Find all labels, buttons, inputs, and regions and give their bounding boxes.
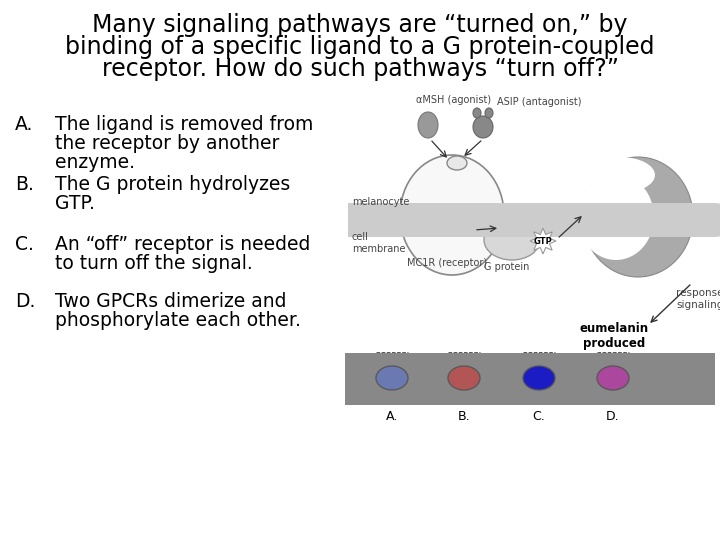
Text: phosphorylate each other.: phosphorylate each other. [55, 311, 301, 330]
Text: ASIP (antagonist): ASIP (antagonist) [497, 97, 582, 107]
Ellipse shape [418, 112, 438, 138]
Text: The G protein hydrolyzes: The G protein hydrolyzes [55, 175, 290, 194]
Ellipse shape [523, 366, 555, 390]
Text: to turn off the signal.: to turn off the signal. [55, 254, 253, 273]
Polygon shape [530, 228, 556, 254]
Text: C.: C. [533, 410, 545, 423]
Ellipse shape [585, 157, 655, 193]
Text: binding of a specific ligand to a G protein-coupled: binding of a specific ligand to a G prot… [66, 35, 654, 59]
Text: G protein: G protein [485, 262, 530, 272]
Text: D.: D. [15, 292, 35, 311]
Text: melanocyte: melanocyte [352, 197, 410, 207]
Ellipse shape [473, 108, 481, 118]
Ellipse shape [376, 366, 408, 390]
Bar [348, 203, 715, 237]
Text: αMSH (agonist): αMSH (agonist) [416, 95, 491, 105]
Text: enzyme.: enzyme. [55, 153, 135, 172]
Text: B.: B. [458, 410, 470, 423]
Bar [345, 353, 715, 405]
Ellipse shape [473, 116, 493, 138]
Ellipse shape [448, 366, 480, 390]
Text: A.: A. [15, 115, 33, 134]
Ellipse shape [583, 157, 693, 277]
Text: receptor. How do such pathways “turn off?”: receptor. How do such pathways “turn off… [102, 57, 618, 81]
Text: eumelanin
produced: eumelanin produced [580, 322, 649, 350]
Text: B.: B. [15, 175, 34, 194]
Text: response
signaling: response signaling [676, 288, 720, 309]
Text: The ligand is removed from: The ligand is removed from [55, 115, 313, 134]
Ellipse shape [484, 220, 540, 260]
Text: MC1R (receptor): MC1R (receptor) [407, 258, 487, 268]
Text: GTP.: GTP. [55, 194, 95, 213]
Ellipse shape [578, 174, 654, 260]
Text: C.: C. [15, 235, 34, 254]
Text: cell
membrane: cell membrane [352, 232, 405, 254]
Text: Two GPCRs dimerize and: Two GPCRs dimerize and [55, 292, 287, 311]
Ellipse shape [485, 108, 493, 118]
Text: D.: D. [606, 410, 620, 423]
Bar [348, 203, 715, 237]
Ellipse shape [597, 366, 629, 390]
Ellipse shape [447, 156, 467, 170]
Ellipse shape [698, 203, 720, 237]
Text: the receptor by another: the receptor by another [55, 134, 279, 153]
Text: A.: A. [386, 410, 398, 423]
Text: GTP: GTP [534, 237, 552, 246]
Text: Many signaling pathways are “turned on,” by: Many signaling pathways are “turned on,”… [92, 13, 628, 37]
Ellipse shape [400, 155, 504, 275]
Text: An “off” receptor is needed: An “off” receptor is needed [55, 235, 310, 254]
